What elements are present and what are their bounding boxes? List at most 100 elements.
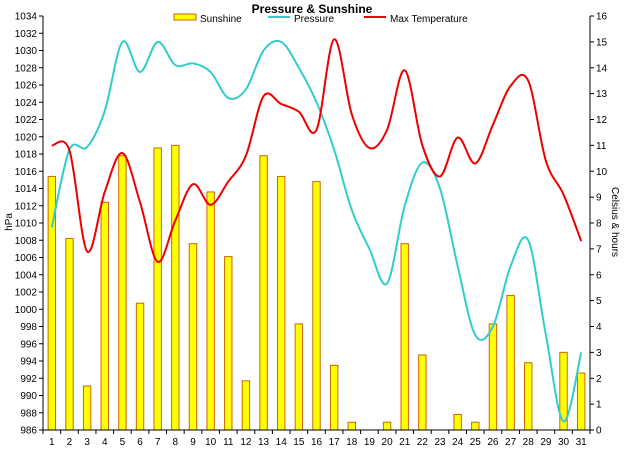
x-tick-label: 20 xyxy=(382,437,394,448)
sunshine-bar xyxy=(418,354,427,431)
plot-area: 9869889909929949969981000100210041006100… xyxy=(15,12,608,449)
y-tick-label-right: 13 xyxy=(596,89,608,100)
x-tick-label: 10 xyxy=(205,437,217,448)
x-tick-label: 26 xyxy=(487,437,499,448)
x-tick-label: 9 xyxy=(190,437,196,448)
y-tick-label-left: 994 xyxy=(20,357,37,368)
sunshine-bar xyxy=(82,385,92,431)
y-tick-label-left: 1018 xyxy=(15,150,38,161)
max-temperature-line xyxy=(51,38,583,263)
y-tick-label-left: 992 xyxy=(20,374,37,385)
y-tick-label-left: 1034 xyxy=(15,12,38,23)
sunshine-bar xyxy=(118,155,127,431)
y-tick-label-left: 1002 xyxy=(15,288,38,299)
y-tick-label-left: 1014 xyxy=(15,184,38,195)
legend-label-pressure: Pressure xyxy=(294,14,334,25)
chart-title: Pressure & Sunshine xyxy=(252,2,373,16)
x-tick-label: 4 xyxy=(102,437,108,448)
y-tick-label-right: 11 xyxy=(596,141,607,152)
x-tick-label: 6 xyxy=(137,437,143,448)
sunshine-bar xyxy=(100,201,109,431)
x-tick-label: 8 xyxy=(173,437,179,448)
sunshine-bar xyxy=(329,364,339,431)
y-axis-right-label: Celsius & hours xyxy=(609,187,620,257)
sunshine-bar xyxy=(206,191,215,431)
x-tick-label: 23 xyxy=(434,437,446,448)
sunshine-bar xyxy=(312,181,321,431)
x-tick-label: 17 xyxy=(329,437,341,448)
y-tick-label-left: 1030 xyxy=(15,46,38,57)
x-tick-label: 11 xyxy=(223,437,234,448)
y-tick-label-right: 5 xyxy=(596,296,602,307)
y-tick-label-left: 1016 xyxy=(15,167,38,178)
y-tick-label-left: 1020 xyxy=(15,132,38,143)
y-tick-label-left: 1012 xyxy=(15,201,38,212)
x-tick-label: 5 xyxy=(120,437,126,448)
x-tick-label: 3 xyxy=(84,437,90,448)
sunshine-bar xyxy=(506,294,515,431)
y-tick-label-left: 1000 xyxy=(15,305,38,316)
x-tick-label: 19 xyxy=(364,437,376,448)
sunshine-bar xyxy=(277,175,286,431)
y-tick-label-left: 1004 xyxy=(15,270,38,281)
sunshine-bar xyxy=(576,372,586,431)
sunshine-bar xyxy=(224,256,233,431)
y-tick-label-left: 988 xyxy=(20,408,37,419)
sunshine-bar xyxy=(153,147,162,431)
sunshine-bar xyxy=(259,155,268,431)
y-tick-label-right: 6 xyxy=(596,270,602,281)
legend: Sunshine Pressure Max Temperature xyxy=(173,13,468,25)
sunshine-bar xyxy=(188,243,198,431)
x-tick-label: 29 xyxy=(540,437,552,448)
y-tick-label-right: 12 xyxy=(596,115,608,126)
x-tick-label: 13 xyxy=(258,437,270,448)
x-tick-label: 31 xyxy=(576,437,588,448)
sunshine-bar xyxy=(135,302,145,431)
sunshine-bar xyxy=(294,323,304,431)
x-tick-label: 22 xyxy=(417,437,429,448)
y-tick-label-right: 3 xyxy=(596,348,602,359)
y-tick-label-right: 15 xyxy=(596,37,608,48)
x-tick-label: 27 xyxy=(505,437,517,448)
sunshine-bar xyxy=(382,421,392,431)
y-tick-label-left: 1022 xyxy=(15,115,38,126)
x-tick-label: 2 xyxy=(67,437,73,448)
x-tick-label: 30 xyxy=(558,437,570,448)
sunshine-bar xyxy=(171,144,180,431)
sunshine-bar xyxy=(241,380,251,431)
y-tick-label-left: 1006 xyxy=(15,253,38,264)
y-tick-label-right: 7 xyxy=(596,244,602,255)
x-tick-label: 12 xyxy=(240,437,252,448)
y-tick-label-right: 10 xyxy=(596,167,608,178)
sunshine-bar xyxy=(471,421,480,431)
y-tick-label-right: 4 xyxy=(596,322,602,333)
y-tick-label-left: 986 xyxy=(20,426,37,437)
y-tick-label-right: 0 xyxy=(596,426,602,437)
y-tick-label-right: 8 xyxy=(596,219,602,230)
sunshine-bar xyxy=(347,421,356,431)
x-tick-label: 1 xyxy=(49,437,55,448)
x-tick-label: 15 xyxy=(293,437,305,448)
legend-label-max-temperature: Max Temperature xyxy=(390,14,468,25)
x-tick-label: 25 xyxy=(470,437,482,448)
y-tick-label-right: 16 xyxy=(596,12,608,23)
y-tick-label-left: 1026 xyxy=(15,81,38,92)
y-tick-label-left: 1032 xyxy=(15,29,38,40)
y-tick-label-left: 990 xyxy=(20,391,37,402)
legend-swatch-sunshine xyxy=(173,13,197,21)
sunshine-bar xyxy=(488,323,498,431)
x-tick-label: 28 xyxy=(523,437,535,448)
y-tick-label-left: 996 xyxy=(20,339,37,350)
x-tick-label: 16 xyxy=(311,437,323,448)
x-tick-label: 14 xyxy=(276,437,288,448)
x-tick-label: 18 xyxy=(346,437,358,448)
y-tick-label-right: 1 xyxy=(596,400,602,411)
x-tick-label: 21 xyxy=(399,437,411,448)
y-axis-left-label: hPa xyxy=(4,213,15,231)
sunshine-bar xyxy=(524,362,533,431)
x-tick-label: 24 xyxy=(452,437,464,448)
y-tick-label-right: 9 xyxy=(596,193,602,204)
sunshine-bar xyxy=(65,238,74,431)
y-tick-label-left: 1008 xyxy=(15,236,38,247)
